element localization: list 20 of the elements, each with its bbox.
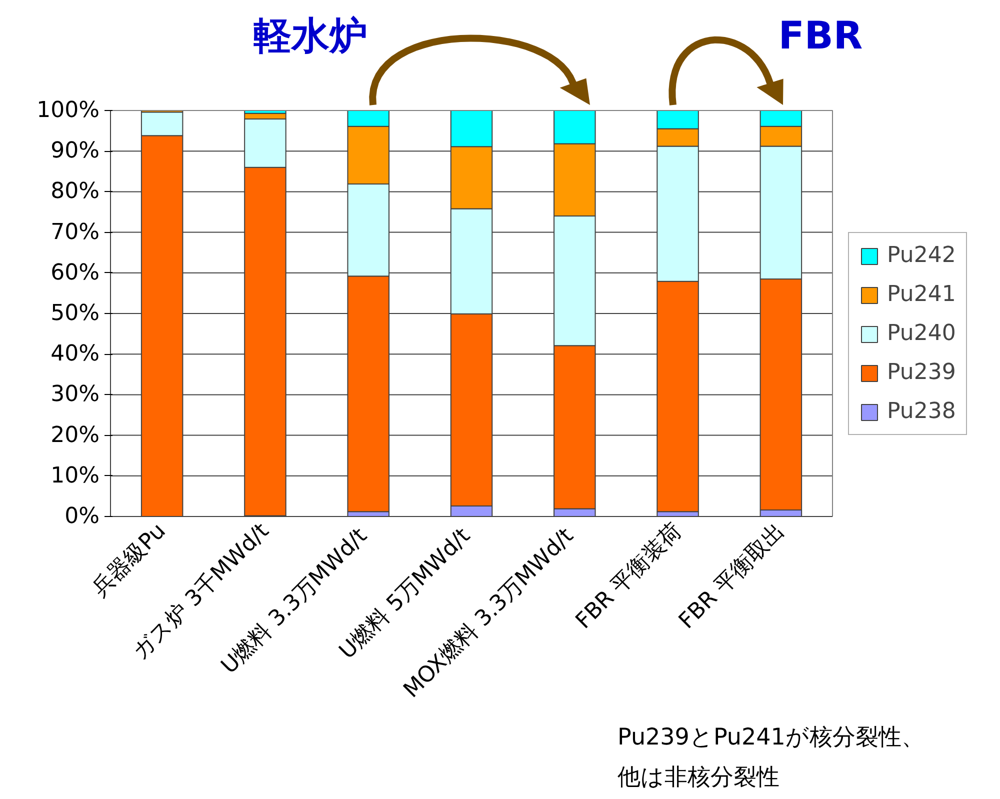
legend-label: Pu240	[887, 321, 956, 346]
text: FBR	[778, 14, 863, 58]
y-tick-label: 10%	[50, 463, 100, 488]
y-tick-label: 90%	[50, 138, 100, 164]
legend-label: Pu241	[887, 282, 956, 307]
text: Pu239とPu241が核分裂性、	[618, 724, 924, 750]
legend-label: Pu238	[887, 399, 956, 424]
text: 軽水炉	[254, 14, 368, 58]
y-tick-label: 20%	[50, 422, 100, 448]
legend-label: Pu239	[887, 360, 956, 385]
y-tick-label: 0%	[64, 504, 100, 529]
y-tick-label: 50%	[50, 301, 100, 326]
y-tick-label: 100%	[36, 98, 100, 123]
y-tick-label: 30%	[50, 382, 100, 408]
y-tick-label: 60%	[50, 260, 100, 286]
y-tick-label: 80%	[50, 179, 100, 204]
text: 他は非核分裂性	[618, 764, 780, 790]
y-tick-label: 70%	[50, 220, 100, 245]
legend-label: Pu242	[887, 243, 956, 268]
y-tick-label: 40%	[50, 342, 100, 367]
